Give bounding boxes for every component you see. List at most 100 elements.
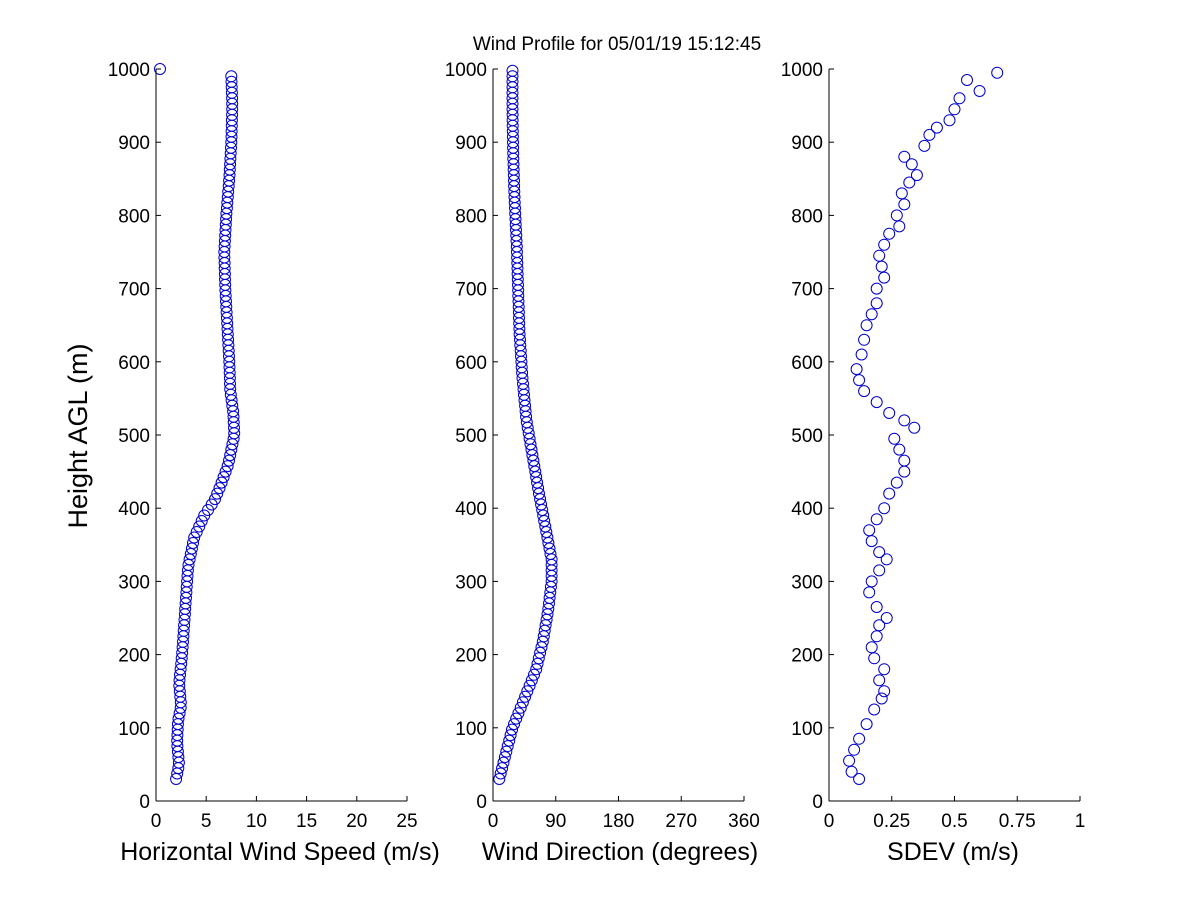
wind-direction-data-point xyxy=(498,751,511,764)
wind-direction-y-tick-label: 800 xyxy=(455,206,487,227)
wind-speed-x-tick-label: 5 xyxy=(201,811,212,832)
sdev-y-tick-label: 900 xyxy=(791,133,823,154)
sdev-data-point xyxy=(948,103,961,116)
wind-direction-data-point xyxy=(532,652,545,665)
sdev-data-point xyxy=(853,732,866,745)
wind-speed-x-tick-label: 15 xyxy=(296,811,317,832)
sdev-data-point xyxy=(843,754,856,767)
wind-direction-y-tick-label: 500 xyxy=(455,426,487,447)
wind-direction-x-tick-label: 90 xyxy=(545,811,566,832)
sdev-marks xyxy=(843,66,1004,785)
sdev-y-tick-label: 1000 xyxy=(781,60,823,81)
sdev-axes: 0 100 200 300 400 500 600 700 800 900 1000 0 0.25 0.5… xyxy=(781,60,1086,832)
wind-direction-data-point xyxy=(534,646,547,659)
sdev-data-point xyxy=(880,553,893,566)
wind-direction-data-point xyxy=(519,690,532,703)
sdev-data-point xyxy=(961,74,973,86)
sdev-data-point xyxy=(858,333,871,346)
wind-direction-data-point xyxy=(497,756,510,769)
sdev-y-tick-label: 700 xyxy=(791,280,823,301)
wind-direction-data-point xyxy=(512,707,525,720)
sdev-data-point xyxy=(918,139,931,152)
wind-speed-y-tick-label: 700 xyxy=(118,280,150,301)
wind-direction-x-tick-label: 180 xyxy=(603,811,635,832)
sdev-data-point xyxy=(845,765,858,778)
wind-speed-data-point xyxy=(219,465,232,478)
wind-direction-data-point xyxy=(531,657,544,670)
wind-direction-axes: 0 100 200 300 400 500 600 700 800 900 1000 0 90 180 27… xyxy=(445,60,760,832)
sdev-xlabel: SDEV (m/s) xyxy=(887,838,1019,866)
wind-speed-data-point xyxy=(195,515,208,527)
wind-speed-y-tick-label: 600 xyxy=(118,353,150,374)
wind-direction-data-point xyxy=(525,674,538,687)
wind-speed-marks xyxy=(154,63,241,785)
sdev-data-point xyxy=(890,476,903,489)
sdev-data-point xyxy=(898,465,911,478)
sdev-data-point xyxy=(865,535,878,548)
sdev-panel: 0 100 200 300 400 500 600 700 800 900 1000 0 0.25 0.5… xyxy=(781,60,1086,866)
sdev-y-tick-label: 0 xyxy=(812,792,823,813)
wind-speed-data-point xyxy=(188,531,201,544)
sdev-data-point xyxy=(878,663,891,676)
sdev-x-tick-label: 0.75 xyxy=(999,811,1036,832)
wind-speed-y-tick-label: 500 xyxy=(118,426,150,447)
sdev-y-tick-label: 300 xyxy=(791,572,823,593)
sdev-y-tick-label: 800 xyxy=(791,206,823,227)
wind-speed-data-point xyxy=(187,537,199,549)
wind-direction-data-point xyxy=(500,745,513,758)
wind-direction-y-tick-label: 1000 xyxy=(445,60,487,81)
wind-direction-data-point xyxy=(506,64,519,77)
sdev-data-point xyxy=(893,443,906,456)
sdev-data-point xyxy=(883,407,896,419)
sdev-data-point xyxy=(870,297,883,310)
sdev-data-point xyxy=(860,319,873,332)
wind-direction-data-point xyxy=(523,679,536,692)
sdev-data-point xyxy=(910,169,923,182)
sdev-data-point xyxy=(865,575,878,588)
wind-direction-data-point xyxy=(506,70,519,83)
sdev-data-point xyxy=(878,685,891,698)
wind-speed-data-point xyxy=(213,482,226,495)
wind-direction-data-point xyxy=(501,740,514,753)
wind-speed-data-point xyxy=(154,63,166,75)
sdev-x-tick-label: 0.25 xyxy=(873,811,910,832)
sdev-data-point xyxy=(888,432,901,445)
wind-speed-xlabel: Horizontal Wind Speed (m/s) xyxy=(120,838,440,866)
wind-speed-panel: 0 100 200 300 400 500 600 700 800 900 1000 0 5 10 15 20… xyxy=(108,60,440,866)
sdev-data-point xyxy=(870,601,883,613)
sdev-data-point xyxy=(883,487,896,500)
sdev-data-point xyxy=(855,348,868,361)
wind-speed-y-tick-label: 100 xyxy=(118,719,150,740)
wind-speed-data-point xyxy=(211,487,224,500)
wind-speed-axes: 0 100 200 300 400 500 600 700 800 900 1000 0 5 10 15 20… xyxy=(108,60,418,832)
y-axis-label: Height AGL (m) xyxy=(63,343,93,528)
sdev-data-point xyxy=(873,249,886,262)
sdev-data-point xyxy=(865,308,878,321)
wind-speed-y-tick-label: 300 xyxy=(118,572,150,593)
sdev-data-point xyxy=(873,674,886,687)
wind-direction-panel: 0 100 200 300 400 500 600 700 800 900 1000 0 90 180 27… xyxy=(445,60,760,866)
sdev-data-point xyxy=(848,743,861,756)
sdev-data-point xyxy=(860,718,873,731)
sdev-data-point xyxy=(903,176,916,189)
sdev-data-point xyxy=(863,524,876,537)
wind-speed-y-tick-label: 0 xyxy=(139,792,150,813)
sdev-data-point xyxy=(865,641,878,654)
wind-speed-x-tick-label: 25 xyxy=(396,811,417,832)
wind-direction-y-tick-label: 100 xyxy=(455,719,487,740)
wind-speed-data-point xyxy=(215,476,228,489)
sdev-data-point xyxy=(858,385,871,398)
sdev-y-tick-label: 600 xyxy=(791,353,823,374)
wind-speed-data-point xyxy=(217,471,230,484)
wind-direction-data-point xyxy=(508,718,520,731)
wind-direction-data-point xyxy=(496,762,509,775)
sdev-data-point xyxy=(873,546,886,559)
wind-direction-y-tick-label: 900 xyxy=(455,133,487,154)
sdev-x-tick-label: 0 xyxy=(824,811,835,832)
sdev-data-point xyxy=(898,198,911,211)
wind-direction-data-point xyxy=(503,734,516,747)
sdev-data-point xyxy=(898,454,911,467)
wind-speed-y-tick-label: 800 xyxy=(118,206,150,227)
sdev-x-tick-label: 0.5 xyxy=(941,811,967,832)
